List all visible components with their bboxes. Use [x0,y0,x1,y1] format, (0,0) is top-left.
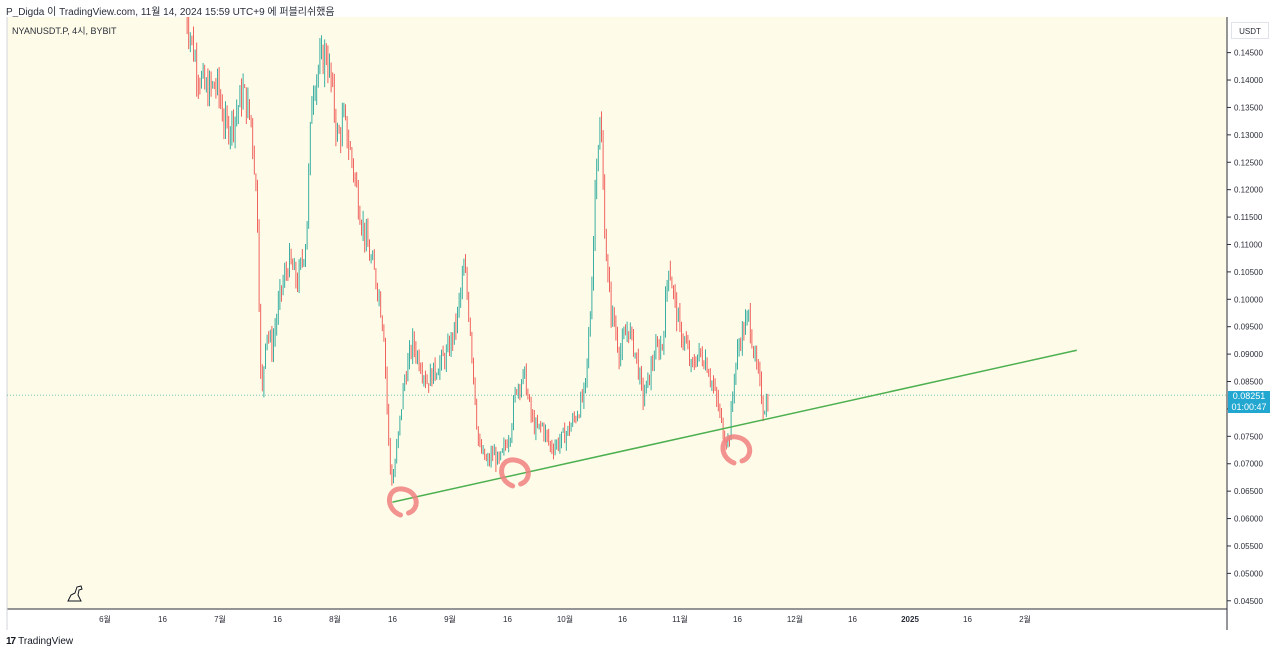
bottom-marker [720,434,753,466]
x-tick-label: 10월 [557,614,573,624]
y-tick-label: 0.11000 [1234,240,1263,249]
x-tick-label: 16 [158,615,167,624]
x-tick-label: 12월 [787,614,803,624]
y-tick-label: 0.11500 [1234,213,1263,222]
plot-background [7,17,1227,609]
y-tick-label: 0.09500 [1234,323,1263,332]
y-tick-label: 0.07000 [1234,460,1263,469]
x-tick-label: 16 [388,615,397,624]
brand-name: TradingView [18,636,74,647]
current-price-label: 0.08251 01:00:47 [1228,391,1270,413]
bottom-marker [387,486,419,518]
x-tick-label: 16 [618,615,627,624]
y-tick-label: 0.09000 [1234,350,1263,359]
x-tick-label: 16 [733,615,742,624]
price-chart[interactable]: 0.14500 0.14000 0.13500 0.13000 0.12500 0.120… [0,17,1280,630]
x-tick-label: 2025 [901,615,919,624]
y-tick-label: 0.05500 [1234,542,1263,551]
symbol-label: NYANUSDT.P, 4시, BYBIT [12,26,117,36]
price-axis-background [1227,17,1280,630]
y-tick-label: 0.10500 [1234,268,1263,277]
support-trendline [392,349,1077,503]
current-price-value: 0.08251 [1232,391,1266,401]
y-tick-label: 0.14500 [1234,49,1263,58]
y-tick-label: 0.10000 [1234,295,1263,304]
dinosaur-icon [67,585,83,602]
bottom-marker [499,457,531,489]
x-tick-label: 16 [848,615,857,624]
time-axis-background [7,609,1227,630]
tradingview-logo-icon: 17 [6,636,16,647]
x-tick-label: 8월 [329,614,341,624]
x-tick-label: 11월 [672,614,688,624]
x-tick-label: 7월 [214,614,226,624]
x-tick-label: 9월 [444,614,456,624]
x-tick-label: 2월 [1019,614,1031,624]
y-tick-label: 0.13000 [1234,131,1263,140]
header-bar: P_Digda 이 TradingView.com, 11월 14, 2024 … [0,0,1280,18]
y-tick-label: 0.14000 [1234,76,1263,85]
publisher-line: P_Digda 이 TradingView.com, 11월 14, 2024 … [6,7,335,18]
y-tick-label: 0.06500 [1234,487,1263,496]
y-tick-label: 0.07500 [1234,432,1263,441]
y-tick-label: 0.04500 [1234,597,1263,606]
y-tick-label: 0.08500 [1234,378,1263,387]
x-tick-label: 16 [963,615,972,624]
price-unit-button[interactable]: USDT [1231,22,1269,39]
x-tick-label: 16 [503,615,512,624]
x-tick-label: 16 [273,615,282,624]
y-tick-label: 0.12500 [1234,158,1263,167]
footer-bar: 17 TradingView [0,630,1280,654]
tradingview-brand[interactable]: 17 TradingView [6,636,73,647]
y-tick-label: 0.13500 [1234,103,1263,112]
y-tick-label: 0.06000 [1234,515,1263,524]
candle-countdown: 01:00:47 [1231,402,1267,412]
y-tick-label: 0.05000 [1234,569,1263,578]
x-tick-label: 6월 [99,614,111,624]
y-tick-label: 0.12000 [1234,186,1263,195]
